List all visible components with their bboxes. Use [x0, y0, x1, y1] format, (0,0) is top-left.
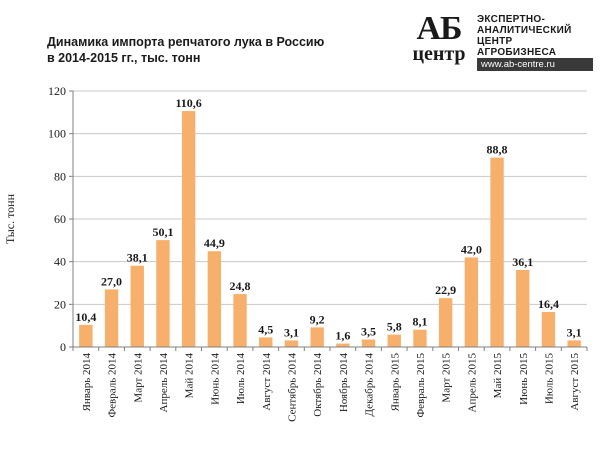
- data-labels: 10,4 27,0 38,1 50,1 110,6 44,9 24,8 4,5 3,1 9,2 1,…: [75, 96, 581, 343]
- data-label: 1,6: [335, 329, 350, 343]
- bar: [361, 339, 376, 347]
- data-label: 110,6: [175, 96, 201, 110]
- x-tick-label: Январь 2014: [81, 353, 93, 412]
- logo-mark-bottom: центр: [412, 43, 466, 65]
- x-tick-label: Апрель 2014: [158, 353, 170, 413]
- logo-url: www.ab-centre.ru: [477, 58, 593, 71]
- x-tick-label: Май 2015: [492, 353, 504, 399]
- data-label: 42,0: [461, 242, 482, 256]
- bar: [233, 294, 247, 347]
- y-axis-ticks: 0 20 40 60 80 100 120: [48, 84, 73, 354]
- y-tick-label: 40: [54, 255, 66, 269]
- logo-line-1: ЭКСПЕРТНО-: [477, 14, 546, 25]
- data-label: 8,1: [412, 315, 427, 329]
- data-label: 36,1: [512, 255, 533, 269]
- x-tick-label: Октябрь 2014: [312, 353, 324, 417]
- data-label: 4,5: [258, 322, 273, 336]
- bar: [156, 240, 170, 347]
- bar: [310, 327, 324, 347]
- logo-tagline: ЭКСПЕРТНО- АНАЛИТИЧЕСКИЙ ЦЕНТР АГРОБИЗНЕ…: [477, 14, 595, 58]
- chart-title-line-2: в 2014-2015 гг., тыс. тонн: [47, 51, 201, 65]
- bar: [336, 343, 350, 347]
- x-tick-label: Май 2014: [184, 353, 196, 399]
- y-tick-label: 0: [60, 340, 66, 354]
- data-label: 44,9: [204, 236, 225, 250]
- bar: [516, 269, 530, 347]
- bar: [438, 298, 453, 347]
- y-tick-label: 20: [54, 297, 66, 311]
- data-label: 88,8: [487, 143, 508, 157]
- x-tick-label: Июнь 2015: [518, 353, 530, 405]
- logo-line-3: ЦЕНТР: [477, 36, 513, 47]
- x-tick-label: Февраль 2015: [415, 353, 427, 418]
- x-tick-label: Август 2014: [261, 353, 273, 411]
- bar: [541, 312, 556, 347]
- y-axis-label: Тыс. тонн: [3, 193, 17, 244]
- bar: [387, 334, 401, 347]
- x-tick-label: Февраль 2014: [107, 353, 119, 418]
- bar: [181, 111, 196, 347]
- x-tick-label: Апрель 2015: [466, 353, 478, 413]
- logo-mark: АБ центр: [407, 12, 471, 72]
- x-tick-label: Март 2014: [132, 353, 144, 403]
- data-label: 27,0: [101, 274, 122, 288]
- logo-line-2: АНАЛИТИЧЕСКИЙ: [477, 25, 572, 36]
- x-tick-label: Январь 2015: [389, 353, 401, 412]
- ab-centre-logo: АБ центр ЭКСПЕРТНО- АНАЛИТИЧЕСКИЙ ЦЕНТР …: [405, 12, 595, 74]
- bar: [207, 251, 222, 347]
- x-tick-label: Июль 2014: [235, 353, 247, 405]
- y-tick-label: 100: [48, 127, 66, 141]
- data-label: 16,4: [538, 297, 559, 311]
- data-label: 3,1: [284, 325, 299, 339]
- x-tick-label: Март 2015: [441, 353, 453, 403]
- y-tick-label: 60: [54, 212, 66, 226]
- bar: [464, 257, 479, 347]
- data-label: 3,5: [361, 325, 376, 339]
- y-tick-label: 120: [48, 84, 66, 98]
- bars: [79, 111, 581, 347]
- x-tick-label: Ноябрь 2014: [338, 353, 350, 413]
- bar: [259, 337, 273, 347]
- bar: [284, 340, 299, 347]
- bar: [130, 265, 144, 347]
- bar: [413, 329, 427, 347]
- bar: [567, 340, 581, 347]
- x-tick-label: Июнь 2014: [209, 353, 221, 405]
- data-label: 50,1: [152, 225, 173, 239]
- data-label: 24,8: [230, 279, 251, 293]
- y-tick-label: 80: [54, 169, 66, 183]
- gridlines: [73, 90, 587, 305]
- data-label: 38,1: [127, 251, 148, 265]
- x-tick-label: Август 2015: [569, 353, 581, 411]
- chart-title-line-1: Динамика импорта репчатого лука в Россию: [47, 35, 325, 49]
- data-label: 10,4: [75, 310, 96, 324]
- data-label: 22,9: [435, 283, 456, 297]
- x-tick-label: Сентябрь 2014: [286, 353, 298, 422]
- logo-mark-top: АБ: [416, 10, 462, 47]
- bar: [490, 157, 504, 347]
- logo-line-4: АГРОБИЗНЕСА: [477, 47, 557, 58]
- bar: [104, 289, 119, 347]
- data-label: 3,1: [567, 325, 582, 339]
- x-tick-label: Июль 2015: [543, 353, 555, 405]
- bar: [79, 324, 93, 347]
- data-label: 9,2: [310, 312, 325, 326]
- x-axis-ticks: Январь 2014 Февраль 2014 Март 2014 Апрель 2…: [72, 347, 588, 422]
- chart-title: Динамика импорта репчатого лука в Россию…: [47, 34, 377, 66]
- data-label: 5,8: [387, 320, 402, 334]
- x-tick-label: Декабрь 2014: [364, 353, 376, 417]
